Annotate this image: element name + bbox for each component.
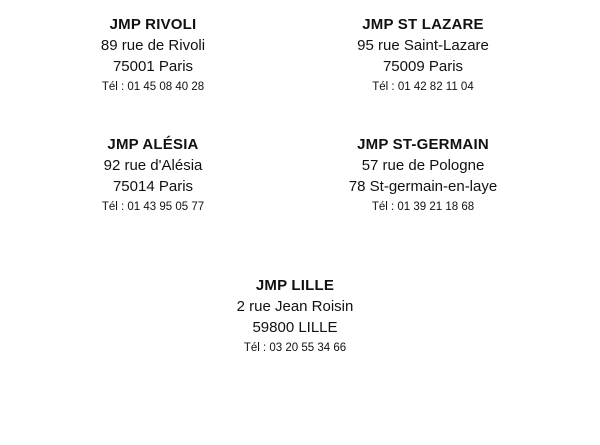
store-city: 75014 Paris [112, 178, 194, 195]
store-st-lazare: JMP ST LAZARE 95 rue Saint-Lazare 75009 … [293, 14, 553, 98]
store-name: JMP ALÉSIA [107, 136, 199, 153]
store-name: JMP ST LAZARE [362, 16, 484, 33]
store-street: 95 rue Saint-Lazare [357, 37, 489, 54]
store-name: JMP ST-GERMAIN [357, 136, 489, 153]
store-alesia: JMP ALÉSIA 92 rue d'Alésia 75014 Paris T… [23, 134, 283, 218]
store-city: 78 St-germain-en-laye [348, 178, 498, 195]
store-phone: Tél : 03 20 55 34 66 [243, 342, 347, 354]
store-st-germain: JMP ST-GERMAIN 57 rue de Pologne 78 St-g… [293, 134, 553, 218]
store-name: JMP LILLE [255, 277, 335, 294]
store-street: 2 rue Jean Roisin [236, 298, 354, 315]
store-phone: Tél : 01 42 82 11 04 [372, 81, 474, 93]
store-lille: JMP LILLE 2 rue Jean Roisin 59800 LILLE … [165, 275, 425, 359]
store-street: 57 rue de Pologne [361, 157, 485, 174]
store-city: 75001 Paris [112, 58, 194, 75]
store-street: 89 rue de Rivoli [100, 37, 206, 54]
store-phone: Tél : 01 39 21 18 68 [371, 201, 475, 213]
store-phone: Tél : 01 45 08 40 28 [101, 81, 205, 93]
store-city: 75009 Paris [382, 58, 464, 75]
store-rivoli: JMP RIVOLI 89 rue de Rivoli 75001 Paris … [23, 14, 283, 98]
store-street: 92 rue d'Alésia [103, 157, 203, 174]
store-name: JMP RIVOLI [109, 16, 197, 33]
store-phone: Tél : 01 43 95 05 77 [101, 201, 205, 213]
store-city: 59800 LILLE [252, 319, 338, 336]
